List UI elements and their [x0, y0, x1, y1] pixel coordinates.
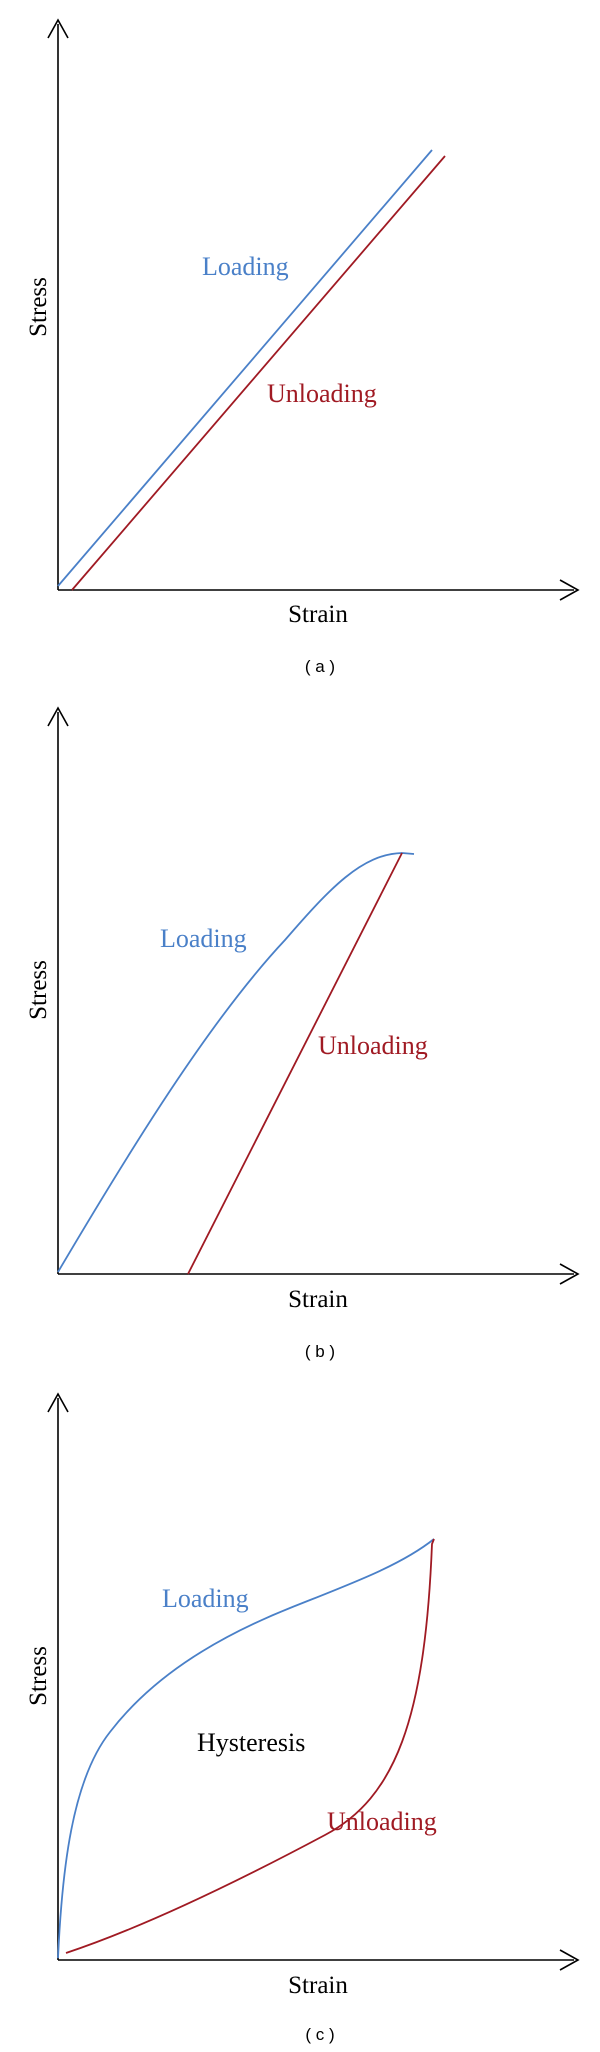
x-axis-label: Strain — [288, 601, 348, 628]
panel-caption: ( a ) — [305, 657, 335, 676]
unloading-curve — [71, 155, 446, 591]
loading-curve — [57, 852, 415, 1273]
panel-caption: ( b ) — [305, 1342, 335, 1361]
panel-caption: ( c ) — [305, 2025, 334, 2044]
hysteresis-label: Hysteresis — [197, 1728, 305, 1757]
panel-b: Loading Unloading Strain Stress ( b ) — [25, 706, 580, 1361]
x-axis-arrowhead — [559, 1263, 580, 1285]
y-axis-label: Stress — [25, 277, 52, 337]
y-axis-arrowhead — [47, 18, 69, 39]
x-axis-label: Strain — [288, 1972, 348, 1999]
x-axis-arrowhead — [559, 579, 580, 601]
panel-a: Loading Unloading Strain Stress ( a ) — [25, 18, 580, 676]
unloading-label: Unloading — [327, 1807, 437, 1836]
loading-label: Loading — [162, 1584, 249, 1613]
loading-label: Loading — [160, 924, 247, 953]
loading-label: Loading — [202, 252, 289, 281]
unloading-label: Unloading — [267, 379, 377, 408]
panel-c: Loading Hysteresis Unloading Strain Stre… — [25, 1392, 580, 2044]
y-axis-label: Stress — [25, 960, 52, 1020]
x-axis-label: Strain — [288, 1286, 348, 1313]
unloading-label: Unloading — [318, 1031, 428, 1060]
y-axis-label: Stress — [25, 1646, 52, 1706]
loading-curve — [57, 149, 433, 587]
loading-curve — [57, 1538, 435, 1959]
unloading-curve — [65, 1538, 435, 1954]
unloading-curve — [187, 852, 403, 1275]
y-axis-arrowhead — [47, 1392, 69, 1413]
x-axis-arrowhead — [559, 1949, 580, 1971]
y-axis-arrowhead — [47, 706, 69, 727]
